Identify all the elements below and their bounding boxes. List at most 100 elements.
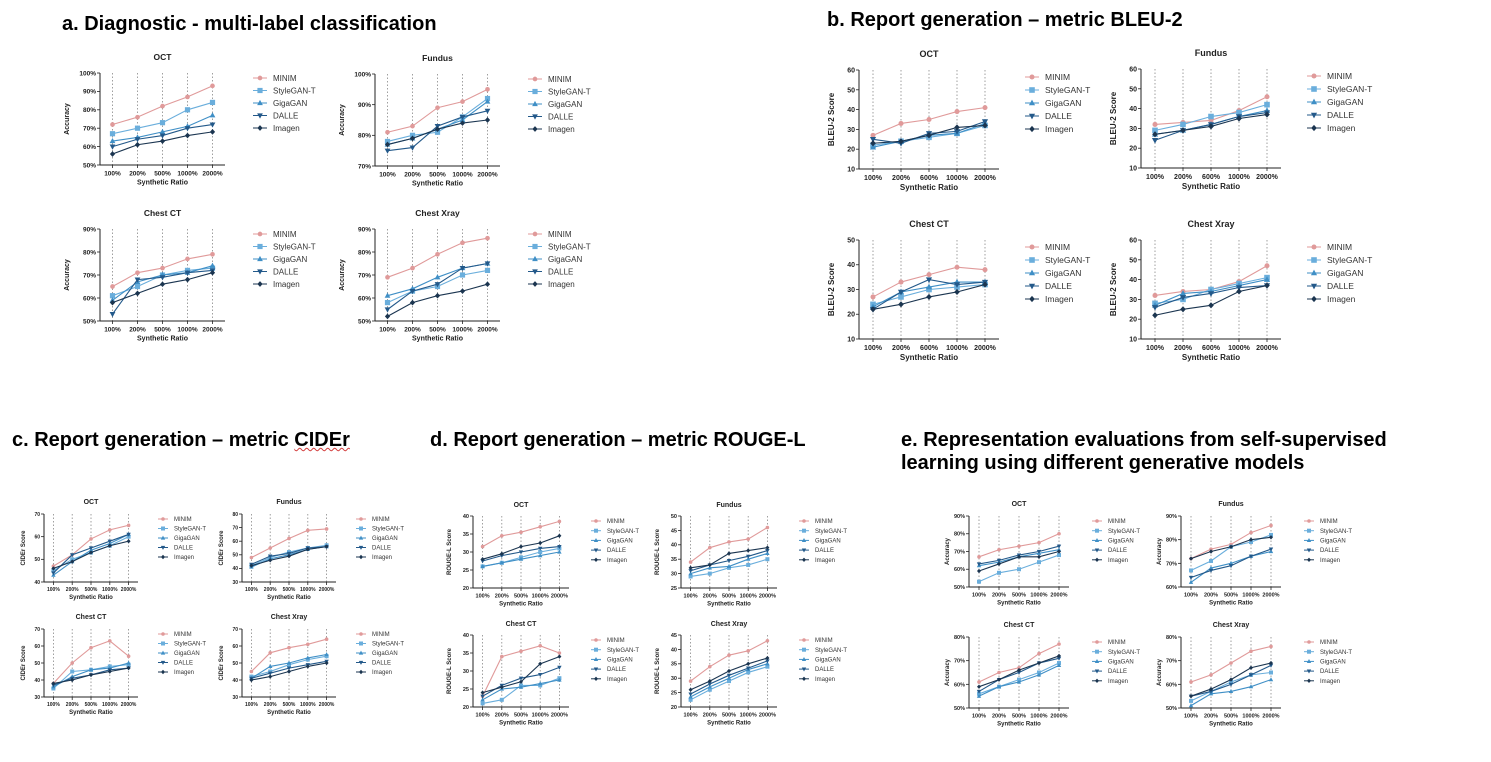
legend-label: Imagen <box>815 558 835 564</box>
legend-label: DALLE <box>1320 669 1339 675</box>
data-point-imagen <box>688 687 693 692</box>
legend-label: Imagen <box>174 670 194 676</box>
y-axis-label: Accuracy <box>64 259 71 291</box>
legend-marker-dalle <box>1028 113 1036 120</box>
legend-label: MINIM <box>174 632 192 638</box>
data-point-stylegan-t <box>1208 113 1214 120</box>
x-tick-label: 2000% <box>477 327 497 334</box>
data-point-gigagan <box>976 693 982 698</box>
chart-d-fundus: Fundus 25 30 35 40 45 50 100% 200% 500% 1000% 2000%… <box>655 502 847 608</box>
data-point-stylegan-t <box>746 562 751 567</box>
legend-marker-stylegan-t <box>1307 528 1311 533</box>
legend-label: Imagen <box>273 124 300 133</box>
data-point-dalle <box>726 673 732 678</box>
series-line-gigagan <box>690 552 768 575</box>
legend-marker-stylegan-t <box>1095 649 1099 654</box>
data-point-dalle <box>1248 554 1254 559</box>
legend-label: StyleGAN-T <box>815 529 847 535</box>
data-point-gigagan <box>88 667 94 672</box>
y-tick-label: 60% <box>1166 682 1177 688</box>
data-point-imagen <box>159 138 166 144</box>
legend-marker-dalle <box>1310 112 1318 119</box>
legend-label: GigaGAN <box>372 536 398 542</box>
legend-label: StyleGAN-T <box>372 642 404 648</box>
y-tick-label: 80% <box>358 249 371 256</box>
legend: MINIM StyleGAN-T GigaGAN DALLE Imagen <box>1025 72 1090 134</box>
data-point-gigagan <box>126 660 131 665</box>
legend-marker-imagen <box>594 676 598 681</box>
legend-marker-imagen <box>532 126 538 132</box>
x-tick-label: 500% <box>429 327 446 334</box>
data-point-stylegan-t <box>209 265 216 271</box>
data-point-imagen <box>977 684 981 689</box>
legend-marker-gigagan <box>593 657 599 661</box>
legend-label: GigaGAN <box>548 100 582 109</box>
section-title-a: a. Diagnostic - multi-label classificati… <box>62 13 437 35</box>
data-point-dalle <box>688 692 693 697</box>
legend-marker-stylegan-t <box>257 87 263 94</box>
legend-label: Imagen <box>372 670 392 676</box>
x-axis-label: Synthetic Ratio <box>69 595 113 601</box>
data-point-imagen <box>1189 556 1193 561</box>
data-point-imagen <box>746 661 751 666</box>
data-point-dalle <box>1016 670 1022 675</box>
y-axis-label: BLEU-2 Score <box>1109 91 1118 145</box>
legend-label: MINIM <box>273 74 297 83</box>
legend-label: GigaGAN <box>607 658 633 664</box>
x-tick-label: 200% <box>992 593 1006 599</box>
data-point-imagen <box>484 281 491 288</box>
legend-marker-minim <box>359 632 363 636</box>
data-point-imagen <box>1180 306 1186 313</box>
y-tick-label: 100% <box>79 70 96 77</box>
y-tick-label: 20 <box>847 147 855 154</box>
x-tick-label: 1000% <box>1242 714 1259 720</box>
legend-label: StyleGAN-T <box>1108 650 1140 656</box>
y-tick-label: 30 <box>463 669 469 675</box>
data-point-dalle <box>976 689 982 694</box>
legend-marker-gigagan <box>1094 538 1100 542</box>
data-point-minim <box>746 537 750 541</box>
y-axis-label: BLEU-2 Score <box>827 262 836 316</box>
legend-marker-minim <box>257 75 263 81</box>
legend-marker-minim <box>1029 74 1035 80</box>
y-tick-label: 20 <box>847 312 855 319</box>
legend-label: GigaGAN <box>1320 539 1346 545</box>
legend-label: Imagen <box>1108 558 1128 564</box>
data-point-dalle <box>707 682 712 687</box>
x-axis-label: Synthetic Ratio <box>69 710 113 716</box>
data-point-minim <box>557 651 562 655</box>
legend-marker-imagen <box>359 554 363 560</box>
y-tick-label: 80% <box>83 107 96 114</box>
y-tick-label: 35 <box>463 532 469 538</box>
legend-marker-dalle <box>1028 283 1036 290</box>
legend: MINIM StyleGAN-T GigaGAN DALLE Imagen <box>528 75 591 134</box>
chart-b-oct: OCT 10 20 30 40 50 60 100% 200% 600% 1000% 2000% Syn… <box>827 49 1090 192</box>
x-tick-label: 100% <box>1184 714 1198 720</box>
data-point-imagen <box>727 668 731 674</box>
x-tick-label: 200% <box>129 171 146 178</box>
legend-marker-imagen <box>257 281 263 287</box>
y-tick-label: 40 <box>671 647 677 653</box>
data-point-minim <box>160 103 165 109</box>
data-point-stylegan-t <box>1264 101 1270 108</box>
data-point-minim <box>385 274 390 280</box>
data-point-imagen <box>1208 123 1214 130</box>
chart-plot: OCT 20 25 30 35 40 100% 200% 500% 1000% 2000% Synth… <box>447 502 569 608</box>
data-point-imagen <box>1037 660 1041 666</box>
data-point-dalle <box>996 558 1002 563</box>
legend-label: StyleGAN-T <box>273 86 316 95</box>
legend-label: DALLE <box>273 267 298 276</box>
legend-label: StyleGAN-T <box>1320 650 1352 656</box>
data-point-stylegan-t <box>926 286 932 293</box>
data-point-gigagan <box>499 560 504 565</box>
legend-marker-stylegan-t <box>257 243 263 250</box>
data-point-minim <box>765 638 770 643</box>
legend-marker-stylegan-t <box>161 641 165 646</box>
legend-label: StyleGAN-T <box>273 242 316 251</box>
data-point-gigagan <box>384 292 391 298</box>
data-point-gigagan <box>538 681 543 686</box>
legend-label: GigaGAN <box>372 651 398 657</box>
data-point-stylegan-t <box>727 679 731 684</box>
legend-label: DALLE <box>1045 111 1072 121</box>
chart-title: Chest CT <box>76 614 107 621</box>
